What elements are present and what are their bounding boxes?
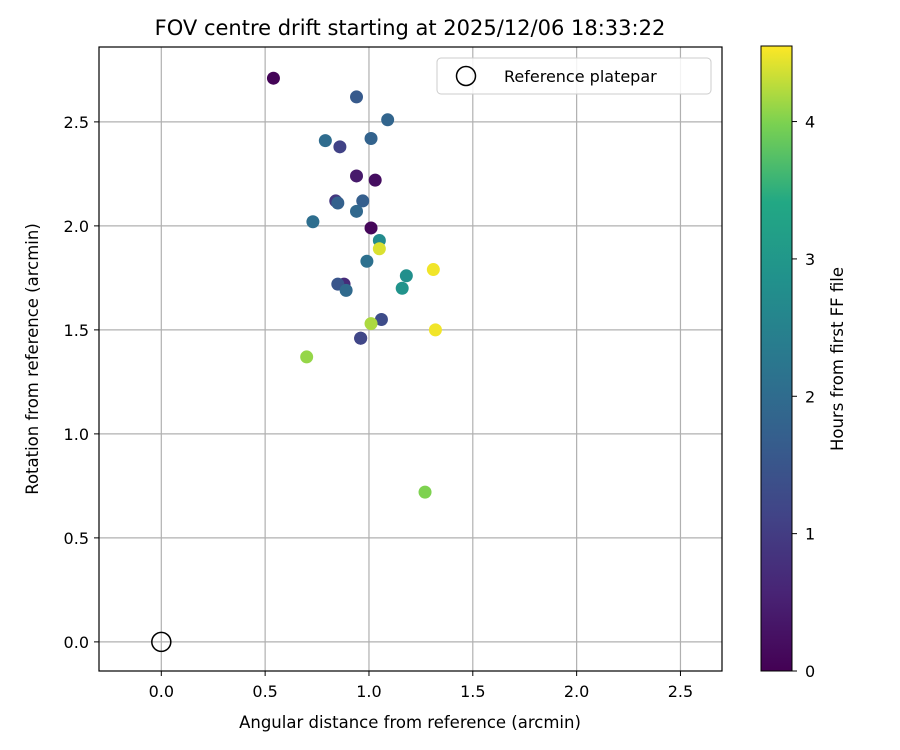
x-tick-label: 2.5: [668, 682, 693, 701]
x-tick-label: 1.0: [356, 682, 381, 701]
legend-box: [436, 57, 712, 95]
data-point: [350, 204, 364, 218]
data-point: [300, 350, 314, 364]
data-point: [350, 90, 364, 104]
data-point: [368, 173, 382, 187]
data-point: [381, 113, 395, 127]
x-tick-label: 1.5: [460, 682, 485, 701]
legend-label: Reference platepar: [504, 67, 657, 86]
colorbar-tick-label: 1: [805, 525, 815, 544]
data-point: [306, 215, 320, 229]
data-point: [364, 132, 378, 146]
x-tick-label: 2.0: [564, 682, 589, 701]
grid-lines: [99, 47, 722, 671]
data-point: [399, 269, 413, 283]
data-point: [333, 140, 347, 154]
data-point: [374, 312, 388, 326]
data-point: [318, 134, 332, 148]
data-point: [266, 71, 280, 85]
y-tick-label: 0.0: [64, 633, 89, 652]
x-axis-label: Angular distance from reference (arcmin): [239, 713, 581, 732]
data-point: [339, 283, 353, 297]
data-point: [418, 485, 432, 499]
legend-marker-icon: [455, 65, 477, 87]
scatter-points: [266, 71, 442, 499]
x-tick-label: 0.0: [149, 682, 174, 701]
data-point: [372, 242, 386, 256]
colorbar: [760, 45, 793, 672]
colorbar-tick-label: 0: [805, 662, 815, 681]
data-point: [364, 317, 378, 331]
data-point: [356, 194, 370, 208]
chart-title: FOV centre drift starting at 2025/12/06 …: [155, 16, 666, 40]
legend: Reference platepar: [436, 57, 712, 95]
data-point: [364, 221, 378, 235]
colorbar-ticks: 0 1 2 3 4: [792, 113, 815, 681]
colorbar-tick-label: 4: [805, 113, 815, 132]
x-axis-ticks: 0.0 0.5 1.0 1.5 2.0 2.5: [149, 671, 693, 701]
reference-platepar-marker: [151, 631, 172, 653]
y-tick-label: 1.5: [64, 321, 89, 340]
data-point: [395, 281, 409, 295]
data-point: [428, 323, 442, 337]
y-tick-label: 1.0: [64, 425, 89, 444]
plot-frame: [98, 46, 723, 672]
y-tick-label: 2.5: [64, 113, 89, 132]
data-point: [331, 196, 345, 210]
data-point: [426, 263, 440, 277]
x-tick-label: 0.5: [252, 682, 277, 701]
data-point: [360, 254, 374, 268]
colorbar-tick-label: 3: [805, 250, 815, 269]
data-point: [350, 169, 364, 183]
y-tick-label: 2.0: [64, 217, 89, 236]
data-point: [354, 331, 368, 345]
y-axis-ticks: 0.0 0.5 1.0 1.5 2.0 2.5: [64, 113, 99, 652]
y-axis-label: Rotation from reference (arcmin): [23, 223, 42, 495]
colorbar-label: Hours from first FF file: [828, 267, 847, 451]
colorbar-tick-label: 2: [805, 387, 815, 406]
y-tick-label: 0.5: [64, 529, 89, 548]
